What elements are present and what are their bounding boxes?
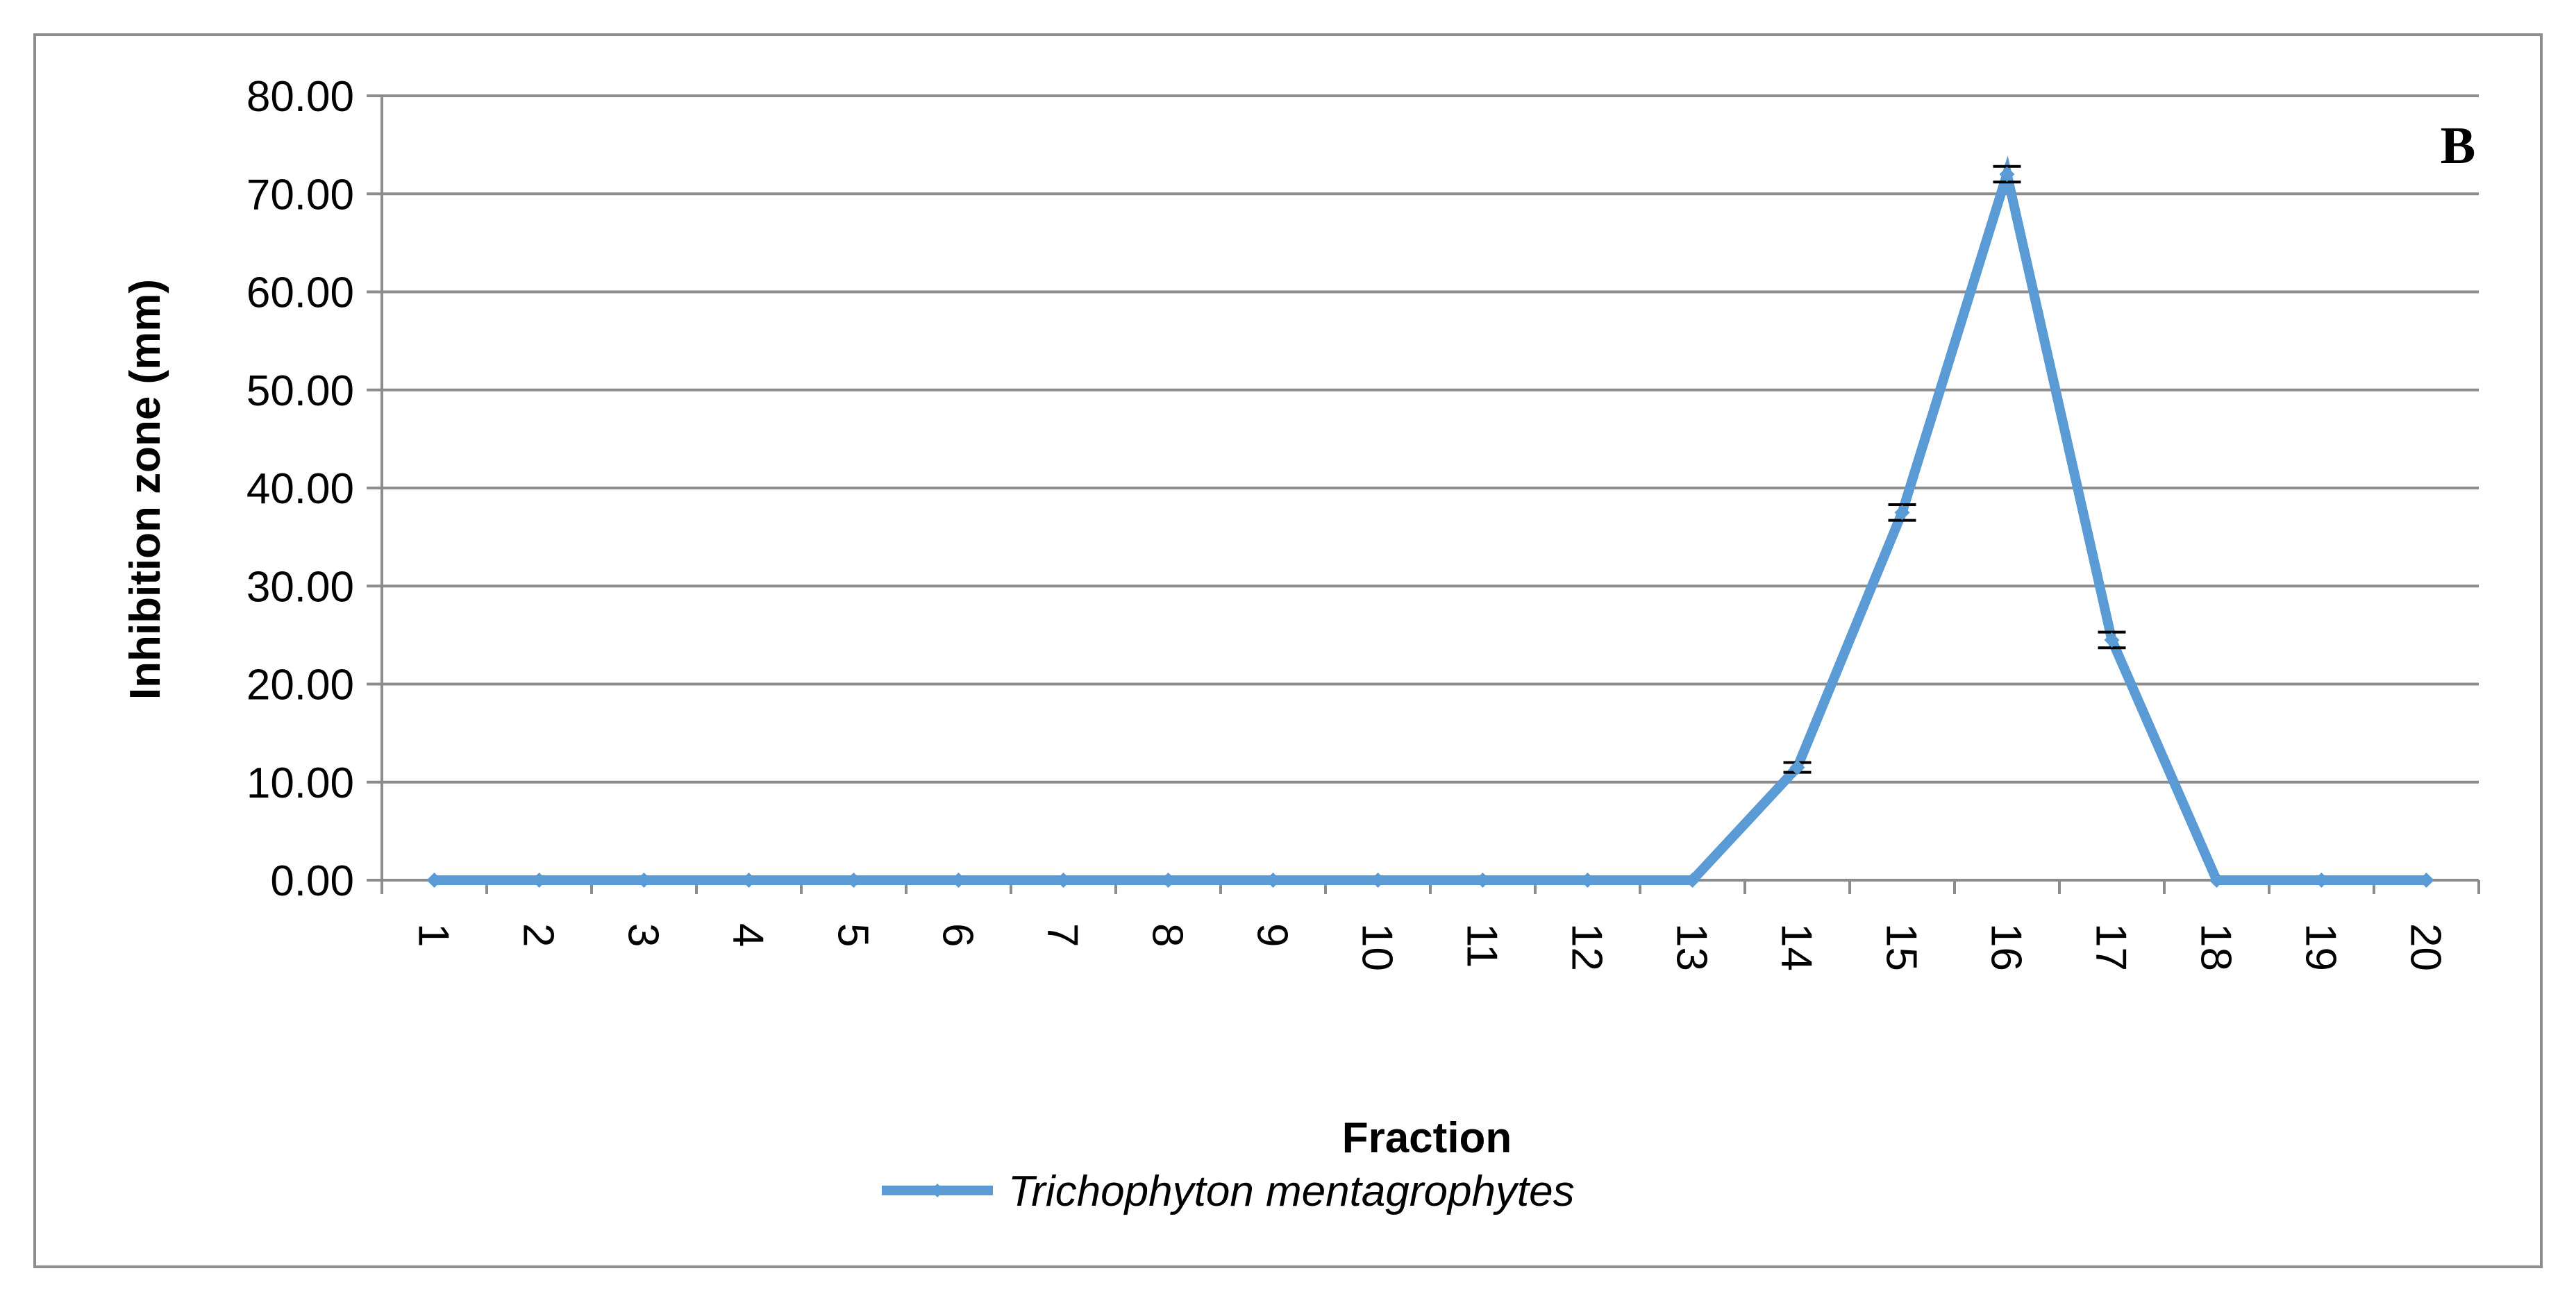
x-tick-label: 15 bbox=[1877, 923, 1925, 971]
y-tick-label: 30.00 bbox=[246, 563, 354, 611]
series-line bbox=[434, 155, 2427, 885]
y-tick-labels: 0.00 10.00 20.00 30.00 40.00 50.00 60.00 70.00 8… bbox=[246, 73, 354, 905]
y-tick-label: 50.00 bbox=[246, 367, 354, 415]
y-tick-label: 70.00 bbox=[246, 171, 354, 219]
data-point bbox=[1999, 167, 2015, 182]
chart-frame bbox=[33, 33, 2543, 1268]
data-point bbox=[1160, 873, 1176, 888]
x-tick-label: 19 bbox=[2297, 923, 2345, 971]
y-tick-label: 60.00 bbox=[246, 269, 354, 317]
x-tick-label: 11 bbox=[1458, 923, 1506, 968]
x-axis-title: Fraction bbox=[1342, 1114, 1512, 1162]
x-tick-label: 6 bbox=[934, 923, 982, 947]
data-point bbox=[2418, 873, 2434, 888]
data-point bbox=[1684, 873, 1700, 888]
x-tick-label: 4 bbox=[724, 923, 772, 947]
x-tick-label: 1 bbox=[410, 923, 458, 947]
data-point bbox=[531, 873, 547, 888]
x-tick-label: 14 bbox=[1773, 923, 1821, 971]
data-point bbox=[1894, 505, 1910, 521]
data-point bbox=[1475, 873, 1491, 888]
x-tick-label: 16 bbox=[1982, 923, 2030, 971]
x-tick-label: 18 bbox=[2192, 923, 2240, 971]
data-point bbox=[1370, 873, 1386, 888]
x-tick-label: 8 bbox=[1144, 923, 1191, 947]
x-tick-label: 9 bbox=[1248, 923, 1296, 947]
data-point bbox=[2314, 873, 2330, 888]
x-tick-label: 2 bbox=[515, 923, 562, 947]
y-tick-label: 40.00 bbox=[246, 465, 354, 513]
x-tick-label: 10 bbox=[1353, 923, 1401, 971]
data-point bbox=[2209, 873, 2225, 888]
data-point bbox=[1789, 759, 1805, 775]
x-tick-labels: 1 2 3 4 5 6 7 8 9 10 11 12 13 14 15 16 17 18 19 20 bbox=[410, 923, 2450, 971]
panel-label: B bbox=[2441, 117, 2476, 175]
x-tick-label: 20 bbox=[2402, 923, 2450, 971]
x-tick-label: 12 bbox=[1563, 923, 1611, 971]
legend: Trichophyton mentagrophytes bbox=[882, 1168, 1575, 1215]
data-point bbox=[636, 873, 652, 888]
x-tick-label: 7 bbox=[1039, 923, 1087, 947]
y-axis-title: Inhibition zone (mm) bbox=[122, 279, 169, 700]
series-layer bbox=[426, 155, 2434, 888]
x-tick-label: 3 bbox=[619, 923, 667, 947]
x-tick-label: 5 bbox=[829, 923, 877, 947]
data-point bbox=[846, 873, 862, 888]
data-point bbox=[951, 873, 967, 888]
data-point bbox=[1580, 873, 1596, 888]
data-point bbox=[2104, 632, 2120, 648]
y-tick-label: 20.00 bbox=[246, 662, 354, 709]
y-tick-label: 10.00 bbox=[246, 759, 354, 807]
data-point bbox=[741, 873, 757, 888]
data-point bbox=[1265, 873, 1281, 888]
gridlines bbox=[382, 94, 2479, 784]
y-tick-label: 80.00 bbox=[246, 73, 354, 121]
y-tick-label: 0.00 bbox=[270, 857, 354, 905]
x-tick-label: 17 bbox=[2087, 923, 2135, 971]
data-point bbox=[1055, 873, 1071, 888]
legend-label: Trichophyton mentagrophytes bbox=[1008, 1168, 1575, 1215]
data-point bbox=[426, 873, 442, 888]
x-tick-label: 13 bbox=[1668, 923, 1716, 971]
legend-marker bbox=[930, 1184, 944, 1197]
